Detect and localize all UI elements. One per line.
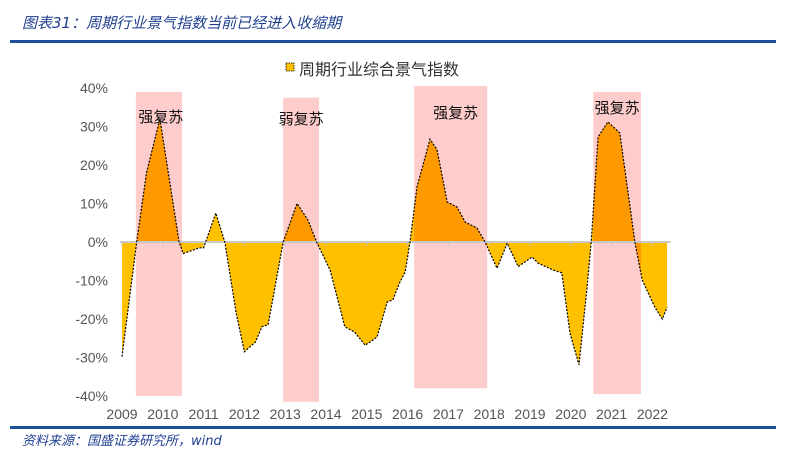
y-tick-label: 30% [80, 119, 108, 135]
y-tick-label: 40% [80, 80, 108, 96]
x-tick-label: 2017 [433, 406, 464, 422]
x-tick-label: 2022 [637, 406, 668, 422]
annotation-label: 弱复苏 [279, 110, 324, 128]
legend-swatch [285, 62, 295, 72]
x-tick-label: 2010 [147, 406, 178, 422]
y-tick-label: -40% [75, 388, 108, 404]
source-note: 资料来源：国盛证券研究所，wind [22, 434, 222, 449]
y-tick-label: -30% [75, 350, 108, 366]
footer-rule [10, 426, 776, 429]
index-line [121, 118, 668, 365]
x-tick-label: 2019 [514, 406, 545, 422]
y-tick-label: 10% [80, 196, 108, 212]
x-tick-label: 2012 [229, 406, 260, 422]
y-tick-label: 20% [80, 157, 108, 173]
x-tick-label: 2021 [596, 406, 627, 422]
index-area [122, 118, 668, 365]
recovery-shade [283, 97, 320, 402]
y-tick-label: -10% [75, 273, 108, 289]
x-tick-label: 2015 [351, 406, 382, 422]
figure-title: 图表31：周期行业景气指数当前已经进入收缩期 [22, 14, 342, 32]
y-tick-label: -20% [75, 311, 108, 327]
legend-label: 周期行业综合景气指数 [299, 60, 459, 79]
x-tick-label: 2020 [555, 406, 586, 422]
x-tick-label: 2013 [270, 406, 301, 422]
annotation-label: 强复苏 [138, 108, 183, 126]
x-tick-label: 2016 [392, 406, 423, 422]
title-rule [10, 40, 776, 43]
annotation-label: 强复苏 [433, 104, 478, 122]
x-tick-label: 2011 [189, 406, 219, 422]
y-tick-label: 0% [88, 234, 108, 250]
x-tick-label: 2009 [106, 406, 137, 422]
x-tick-label: 2014 [310, 406, 341, 422]
x-tick-label: 2018 [474, 406, 505, 422]
annotation-label: 强复苏 [595, 99, 640, 117]
